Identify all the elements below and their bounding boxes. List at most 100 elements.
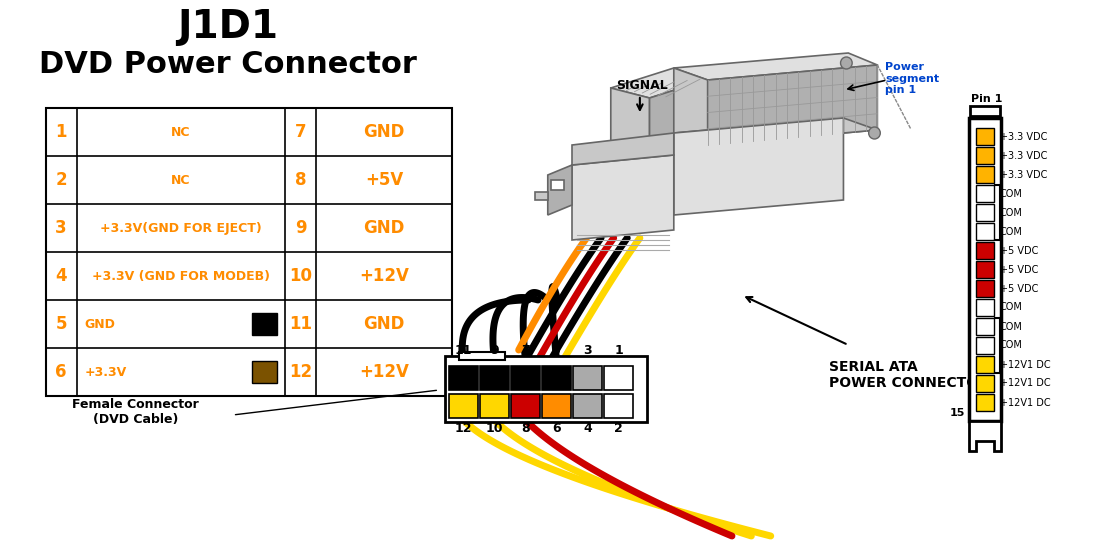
Bar [976,128,994,145]
Text: 3: 3 [56,219,67,237]
Text: +5 VDC: +5 VDC [1000,265,1037,275]
Bar [976,204,994,221]
Text: GND: GND [85,317,116,330]
Text: 9: 9 [490,344,499,357]
Bar [976,166,994,183]
Text: J1D1: J1D1 [177,8,278,46]
Text: COM: COM [1000,321,1022,331]
Polygon shape [649,78,713,155]
Text: +3.3V(GND FOR EJECT): +3.3V(GND FOR EJECT) [100,221,261,235]
Text: GND: GND [364,315,405,333]
Text: SIGNAL: SIGNAL [616,79,667,92]
Polygon shape [572,133,674,165]
Bar [976,185,994,202]
Bar [969,118,1002,421]
Polygon shape [674,68,707,145]
Text: NC: NC [171,126,190,138]
Bar [449,394,478,418]
Circle shape [841,57,852,69]
Text: 4: 4 [56,267,67,285]
Bar [976,337,994,354]
Text: 6: 6 [553,422,560,435]
Text: GND: GND [364,219,405,237]
Bar [976,394,994,411]
Polygon shape [610,145,649,172]
Text: 12: 12 [455,422,473,435]
Text: 10: 10 [289,267,312,285]
Text: +3.3V: +3.3V [85,365,127,379]
Text: +3.3 VDC: +3.3 VDC [1000,132,1046,141]
Bar [976,318,994,335]
Bar [449,366,478,390]
Polygon shape [610,88,649,155]
Bar [573,366,602,390]
Bar [46,108,451,396]
Bar [971,106,1000,116]
Polygon shape [969,421,1002,451]
Text: 8: 8 [295,171,306,189]
Text: Female Connector
(DVD Cable): Female Connector (DVD Cable) [72,398,199,426]
Text: 5: 5 [553,344,560,357]
Text: 7: 7 [295,123,307,141]
Text: 8: 8 [522,422,529,435]
Text: 11: 11 [289,315,312,333]
Bar [480,394,509,418]
Text: +12V: +12V [359,267,409,285]
Text: COM: COM [1000,207,1022,217]
Text: COM: COM [1000,302,1022,312]
Bar [542,394,572,418]
Text: SERIAL ATA
POWER CONNECTOR: SERIAL ATA POWER CONNECTOR [828,360,989,390]
Text: 9: 9 [295,219,307,237]
Text: 10: 10 [486,422,504,435]
Bar [976,299,994,316]
Bar [510,394,540,418]
Bar [976,375,994,392]
Text: 7: 7 [522,344,529,357]
Text: Power
segment
pin 1: Power segment pin 1 [885,62,940,95]
Text: 3: 3 [583,344,592,357]
Text: +3.3 VDC: +3.3 VDC [1000,151,1046,161]
Text: COM: COM [1000,340,1022,350]
Bar [604,394,633,418]
Text: 15: 15 [950,408,964,418]
Text: +3.3V (GND FOR MODEB): +3.3V (GND FOR MODEB) [92,270,270,282]
Text: 5: 5 [56,315,67,333]
Text: +12V: +12V [359,363,409,381]
Bar [550,180,564,190]
Bar [976,280,994,297]
Text: +5 VDC: +5 VDC [1000,284,1037,294]
Text: +12V1 DC: +12V1 DC [1000,379,1050,389]
Polygon shape [572,155,674,240]
Circle shape [868,127,881,139]
Text: COM: COM [1000,226,1022,236]
Text: +12V1 DC: +12V1 DC [1000,360,1050,370]
Bar [976,242,994,259]
Polygon shape [674,118,844,215]
Text: 4: 4 [583,422,592,435]
Text: +12V1 DC: +12V1 DC [1000,398,1050,408]
Polygon shape [674,53,877,80]
Text: +5V: +5V [365,171,403,189]
Bar [252,361,277,383]
Bar [542,366,572,390]
Bar [252,313,277,335]
Bar [976,223,994,240]
Text: DVD Power Connector: DVD Power Connector [39,50,417,79]
Text: 1: 1 [614,344,623,357]
Text: 2: 2 [614,422,623,435]
Bar [976,147,994,164]
Text: GND: GND [364,123,405,141]
Bar [535,192,548,200]
Text: 12: 12 [289,363,312,381]
Polygon shape [610,68,713,98]
Polygon shape [548,165,572,215]
Text: Pin 1: Pin 1 [971,94,1003,104]
Bar [976,261,994,278]
Polygon shape [674,118,877,145]
Text: NC: NC [171,173,190,186]
Bar [976,356,994,373]
Text: +5 VDC: +5 VDC [1000,246,1037,256]
Text: 6: 6 [56,363,67,381]
Text: 1: 1 [56,123,67,141]
Bar [458,352,505,360]
